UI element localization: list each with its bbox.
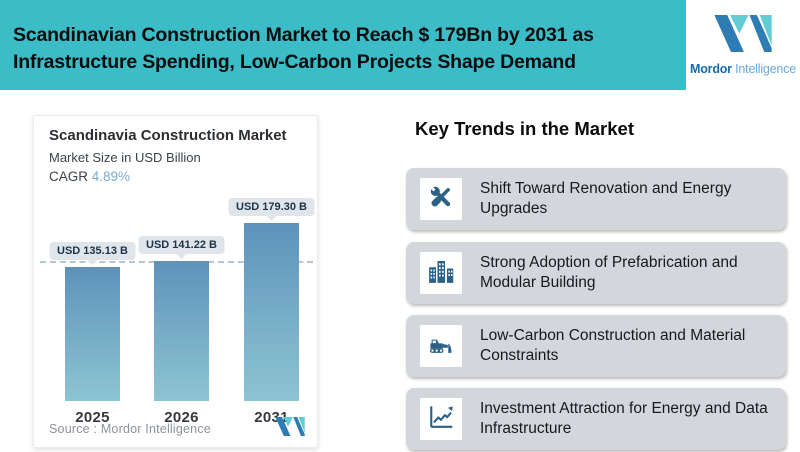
brand-name-light: Intelligence xyxy=(735,61,796,76)
value-label-2025: USD 135.13 B xyxy=(49,242,136,265)
page-title-line1: Scandinavian Construction Market to Reac… xyxy=(13,24,594,46)
trend-card-prefabrication: Strong Adoption of Prefabrication and Mo… xyxy=(406,242,786,304)
axis-label-2026: 2026 xyxy=(164,409,199,426)
trends-heading: Key Trends in the Market xyxy=(415,118,634,139)
bar-group-2031: USD 179.30 B 2031 xyxy=(228,198,315,426)
bar-group-2025: USD 135.13 B 2025 xyxy=(49,201,136,426)
bar-2031 xyxy=(244,223,299,401)
icon-tile xyxy=(420,325,462,367)
market-chart-card: Scandinavia Construction Market Market S… xyxy=(33,115,318,448)
cagr-label: CAGR xyxy=(49,169,89,184)
header-banner: Scandinavian Construction Market to Reac… xyxy=(0,0,800,90)
mordor-intelligence-logo-icon xyxy=(714,14,772,57)
bar-2026 xyxy=(154,261,209,401)
value-label-2031: USD 179.30 B xyxy=(228,198,315,221)
brand-logo: Mordor Intelligence xyxy=(686,0,800,90)
brand-name-bold: Mordor xyxy=(690,61,732,76)
brand-wordmark: Mordor Intelligence xyxy=(690,62,796,76)
trend-card-investment: Investment Attraction for Energy and Dat… xyxy=(406,388,786,450)
chart-footer: Source : Mordor Intelligence xyxy=(49,417,305,441)
icon-tile xyxy=(420,398,462,440)
chart-subtitle: Market Size in USD Billion xyxy=(49,150,201,165)
value-label-2026: USD 141.22 B xyxy=(138,236,225,259)
chart-title: Scandinavia Construction Market xyxy=(49,127,287,144)
bulldozer-icon xyxy=(426,329,456,364)
mordor-intelligence-mini-logo-icon xyxy=(275,417,305,441)
page-title-line2: Infrastructure Spending, Low-Carbon Proj… xyxy=(13,51,576,73)
page-title: Scandinavian Construction Market to Reac… xyxy=(13,22,594,76)
bar-group-2026: USD 141.22 B 2026 xyxy=(138,201,225,426)
trend-card-renovation: Shift Toward Renovation and Energy Upgra… xyxy=(406,168,786,230)
trend-label: Investment Attraction for Energy and Dat… xyxy=(480,399,768,437)
icon-tile xyxy=(420,252,462,294)
buildings-icon xyxy=(426,256,456,291)
trend-label: Strong Adoption of Prefabrication and Mo… xyxy=(480,253,738,291)
trend-label: Low-Carbon Construction and Material Con… xyxy=(480,326,746,364)
bar-chart-plot: USD 135.13 B 2025 USD 141.22 B 2026 USD … xyxy=(40,198,315,426)
chart-up-icon xyxy=(426,402,456,437)
icon-tile xyxy=(420,178,462,220)
trend-card-low-carbon: Low-Carbon Construction and Material Con… xyxy=(406,315,786,377)
source-text: Source : Mordor Intelligence xyxy=(49,422,211,436)
bar-2025 xyxy=(65,267,120,401)
axis-label-2025: 2025 xyxy=(75,409,110,426)
cagr-line: CAGR 4.89% xyxy=(49,169,130,184)
cagr-value: 4.89% xyxy=(91,169,131,184)
trend-label: Shift Toward Renovation and Energy Upgra… xyxy=(480,179,732,217)
tools-icon xyxy=(426,182,456,217)
